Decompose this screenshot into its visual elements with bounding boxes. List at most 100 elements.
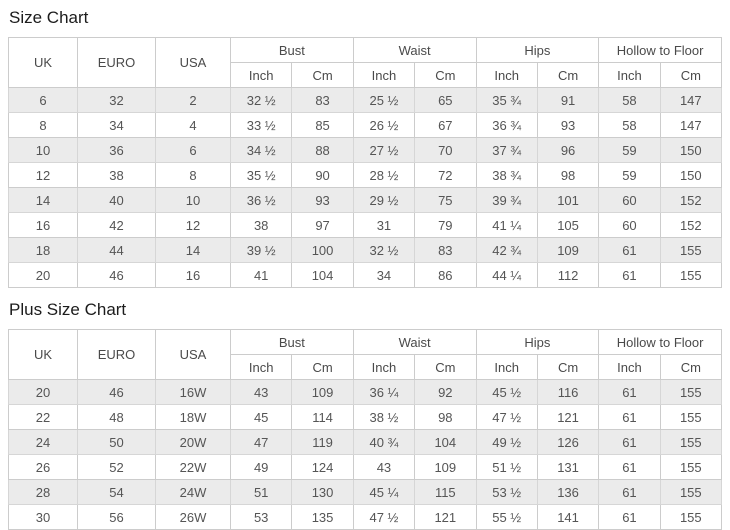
- column-group-header: EURO: [77, 329, 156, 380]
- table-cell: 34 ½: [229, 137, 293, 163]
- table-cell: 85: [291, 112, 354, 138]
- table-cell: 136: [536, 479, 600, 505]
- table-cell: 116: [536, 379, 600, 405]
- column-sub-header: Inch: [229, 354, 293, 380]
- table-cell: 26: [8, 454, 78, 480]
- table-cell: 28 ½: [352, 162, 416, 188]
- table-cell: 34: [77, 112, 156, 138]
- table-cell: 40: [77, 187, 156, 213]
- table-cell: 93: [536, 112, 600, 138]
- table-cell: 16: [8, 212, 78, 238]
- table-row: 20 46 16 41 104 34 86 44 ¼ 112 61 155: [8, 262, 723, 288]
- table-cell: 147: [659, 112, 723, 138]
- table-cell: 40 ¾: [352, 429, 416, 455]
- table-cell: 54: [77, 479, 156, 505]
- table-cell: 35 ½: [229, 162, 293, 188]
- column-sub-header: Inch: [229, 62, 293, 88]
- table-cell: 46: [77, 379, 156, 405]
- table-cell: 28: [8, 479, 78, 505]
- table-cell: 90: [291, 162, 354, 188]
- table-cell: 112: [536, 262, 600, 288]
- column-sub-header: Inch: [352, 354, 416, 380]
- table-cell: 61: [598, 237, 661, 263]
- table-cell: 47 ½: [352, 504, 416, 530]
- table-cell: 18: [8, 237, 78, 263]
- table-cell: 36 ¼: [352, 379, 416, 405]
- table-row: 10 36 6 34 ½ 88 27 ½ 70 37 ¾ 96 59 150: [8, 137, 723, 163]
- table-cell: 135: [291, 504, 354, 530]
- table-cell: 88: [291, 137, 354, 163]
- table-cell: 27 ½: [352, 137, 416, 163]
- table-cell: 109: [536, 237, 600, 263]
- column-group-header: Hips: [475, 37, 600, 63]
- table-cell: 38 ¾: [475, 162, 538, 188]
- table-cell: 59: [598, 137, 661, 163]
- table-cell: 155: [659, 504, 723, 530]
- table-cell: 46: [77, 262, 156, 288]
- size-chart-section: Size Chart UK EURO USA Bust Waist Hips Hollow …: [8, 8, 723, 288]
- column-sub-header: Cm: [414, 62, 477, 88]
- table-cell: 6: [155, 137, 231, 163]
- table-cell: 114: [291, 404, 354, 430]
- table-cell: 24W: [155, 479, 231, 505]
- table-cell: 22: [8, 404, 78, 430]
- table-row: 28 54 24W 51 130 45 ¼ 115 53 ½ 136 61 155: [8, 479, 723, 505]
- table-cell: 53 ½: [475, 479, 538, 505]
- table-cell: 104: [291, 262, 354, 288]
- table-cell: 96: [536, 137, 600, 163]
- table-cell: 50: [77, 429, 156, 455]
- table-cell: 33 ½: [229, 112, 293, 138]
- column-sub-header: Inch: [598, 354, 661, 380]
- table-cell: 115: [414, 479, 477, 505]
- table-cell: 109: [291, 379, 354, 405]
- column-group-header: USA: [155, 329, 231, 380]
- column-sub-header: Cm: [291, 354, 354, 380]
- table-cell: 22W: [155, 454, 231, 480]
- table-cell: 59: [598, 162, 661, 188]
- table-cell: 20: [8, 379, 78, 405]
- table-cell: 58: [598, 112, 661, 138]
- table-cell: 32 ½: [229, 87, 293, 113]
- table-cell: 93: [291, 187, 354, 213]
- table-cell: 10: [155, 187, 231, 213]
- table-cell: 75: [414, 187, 477, 213]
- table-cell: 130: [291, 479, 354, 505]
- table-cell: 47: [229, 429, 293, 455]
- table-row: 14 40 10 36 ½ 93 29 ½ 75 39 ¾ 101 60 152: [8, 187, 723, 213]
- table-cell: 6: [8, 87, 78, 113]
- table-cell: 61: [598, 429, 661, 455]
- table-cell: 45: [229, 404, 293, 430]
- column-sub-header: Cm: [291, 62, 354, 88]
- column-group-header: Bust: [230, 329, 354, 355]
- table-cell: 61: [598, 379, 661, 405]
- table-cell: 61: [598, 404, 661, 430]
- table-cell: 4: [155, 112, 231, 138]
- table-cell: 109: [414, 454, 477, 480]
- table-cell: 83: [414, 237, 477, 263]
- table-row: 20 46 16W 43 109 36 ¼ 92 45 ½ 116 61 155: [8, 379, 723, 405]
- table-cell: 38: [77, 162, 156, 188]
- table-cell: 42: [77, 212, 156, 238]
- table-cell: 61: [598, 504, 661, 530]
- table-cell: 155: [659, 479, 723, 505]
- table-cell: 119: [291, 429, 354, 455]
- table-cell: 43: [229, 379, 293, 405]
- table-cell: 101: [536, 187, 600, 213]
- table-cell: 67: [414, 112, 477, 138]
- table-cell: 147: [659, 87, 723, 113]
- table-cell: 20W: [155, 429, 231, 455]
- table-cell: 131: [536, 454, 600, 480]
- column-group-header: UK: [8, 329, 78, 380]
- table-cell: 58: [598, 87, 661, 113]
- table-cell: 24: [8, 429, 78, 455]
- column-group-header: Waist: [352, 329, 477, 355]
- table-cell: 14: [155, 237, 231, 263]
- table-row: 16 42 12 38 97 31 79 41 ¼ 105 60 152: [8, 212, 723, 238]
- table-row: 22 48 18W 45 114 38 ½ 98 47 ½ 121 61 155: [8, 404, 723, 430]
- table-cell: 14: [8, 187, 78, 213]
- table-cell: 29 ½: [352, 187, 416, 213]
- table-cell: 12: [8, 162, 78, 188]
- table-cell: 152: [659, 187, 723, 213]
- table-cell: 37 ¾: [475, 137, 538, 163]
- table-cell: 155: [659, 262, 723, 288]
